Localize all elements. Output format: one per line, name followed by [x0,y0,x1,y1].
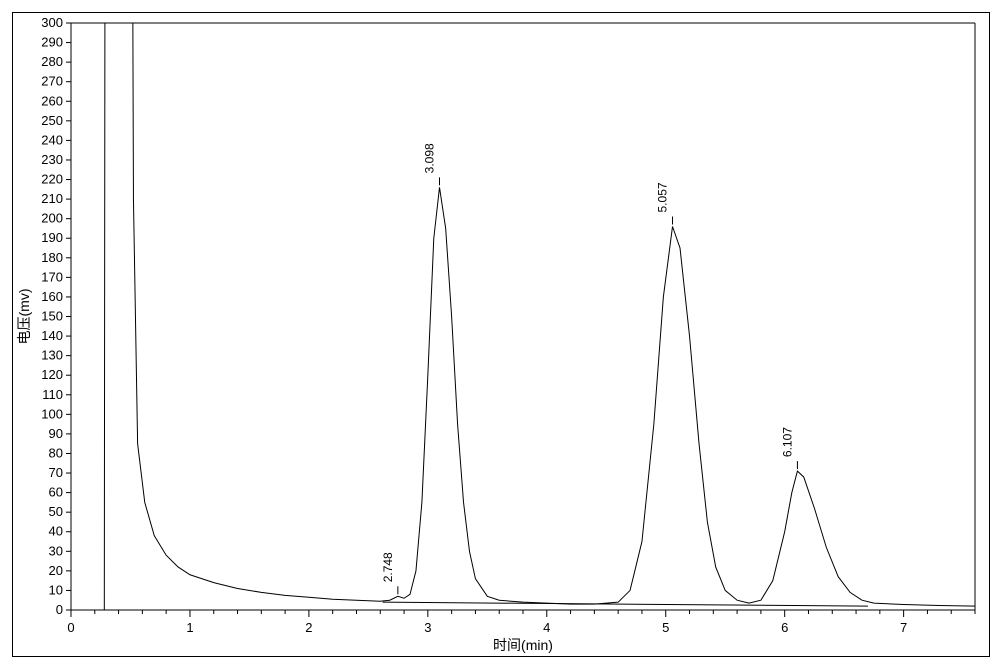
y-tick-label: 290 [41,35,63,50]
y-tick-label: 220 [41,172,63,187]
y-tick-label: 90 [49,426,63,441]
y-tick-label: 240 [41,132,63,147]
y-tick-label: 160 [41,289,63,304]
peak-label: 6.107 [780,427,794,457]
y-tick-label: 200 [41,211,63,226]
y-tick-label: 170 [41,269,63,284]
chromatogram-trace [71,23,975,610]
x-tick-label: 7 [900,620,907,635]
x-tick-label: 5 [662,620,669,635]
y-tick-label: 30 [49,543,63,558]
y-tick-label: 10 [49,582,63,597]
x-tick-label: 1 [186,620,193,635]
y-tick-label: 150 [41,309,63,324]
y-tick-label: 80 [49,445,63,460]
peak-label: 3.098 [422,143,436,173]
x-axis-title: 时间(min) [493,637,553,653]
y-tick-label: 110 [42,387,63,402]
y-axis-title: 电压(mv) [16,289,32,345]
y-tick-label: 0 [56,602,63,617]
y-tick-label: 40 [49,524,63,539]
peak-label: 2.748 [381,552,395,582]
baseline [383,602,868,606]
y-tick-label: 140 [41,328,63,343]
y-tick-label: 180 [41,250,63,265]
y-tick-label: 60 [49,485,63,500]
x-tick-label: 4 [543,620,550,635]
y-tick-label: 270 [41,74,63,89]
y-tick-label: 250 [41,113,63,128]
x-tick-label: 0 [67,620,74,635]
y-tick-label: 280 [41,54,63,69]
x-tick-label: 6 [781,620,788,635]
peak-label: 5.057 [656,182,670,212]
y-tick-label: 70 [49,465,63,480]
y-tick-label: 260 [41,93,63,108]
y-tick-label: 120 [41,367,63,382]
y-tick-label: 300 [41,15,63,30]
y-tick-label: 230 [41,152,63,167]
y-tick-label: 210 [41,191,63,206]
x-tick-label: 3 [424,620,431,635]
chart-svg: 0102030405060708090100110120130140150160… [13,13,989,656]
x-tick-label: 2 [305,620,312,635]
y-tick-label: 100 [41,406,63,421]
y-tick-label: 50 [49,504,63,519]
y-tick-label: 130 [41,348,63,363]
y-tick-label: 190 [41,230,63,245]
y-tick-label: 20 [49,563,63,578]
chromatogram-chart: 0102030405060708090100110120130140150160… [12,12,990,657]
